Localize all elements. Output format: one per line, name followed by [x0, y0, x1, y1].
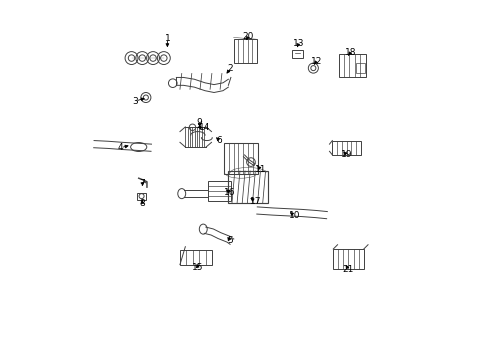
Text: 20: 20 — [242, 32, 253, 41]
Text: 3: 3 — [132, 96, 138, 105]
Bar — [228, 171, 267, 203]
Text: 21: 21 — [342, 265, 353, 274]
Bar — [207, 181, 230, 201]
Text: 2: 2 — [227, 64, 232, 73]
Text: 8: 8 — [139, 199, 145, 208]
Text: 4: 4 — [118, 143, 123, 152]
Text: 19: 19 — [340, 150, 352, 159]
Text: 7: 7 — [139, 179, 145, 188]
Bar — [180, 249, 212, 265]
Text: 12: 12 — [310, 57, 321, 66]
Text: 15: 15 — [192, 264, 203, 273]
Text: 16: 16 — [224, 188, 235, 197]
Bar — [224, 143, 258, 174]
Bar — [292, 50, 303, 58]
Text: 10: 10 — [288, 211, 300, 220]
Text: 17: 17 — [249, 197, 261, 206]
Bar — [332, 140, 360, 155]
Text: 13: 13 — [292, 39, 304, 48]
Text: 14: 14 — [198, 123, 209, 132]
Text: 6: 6 — [216, 136, 222, 145]
Text: 11: 11 — [254, 165, 266, 174]
Bar — [137, 193, 145, 200]
Bar — [233, 39, 256, 63]
Text: 5: 5 — [227, 237, 233, 246]
Text: 9: 9 — [196, 118, 202, 127]
Text: 1: 1 — [164, 34, 170, 43]
Bar — [355, 63, 364, 73]
Text: 18: 18 — [344, 48, 355, 57]
Bar — [338, 54, 365, 77]
Bar — [333, 249, 363, 269]
